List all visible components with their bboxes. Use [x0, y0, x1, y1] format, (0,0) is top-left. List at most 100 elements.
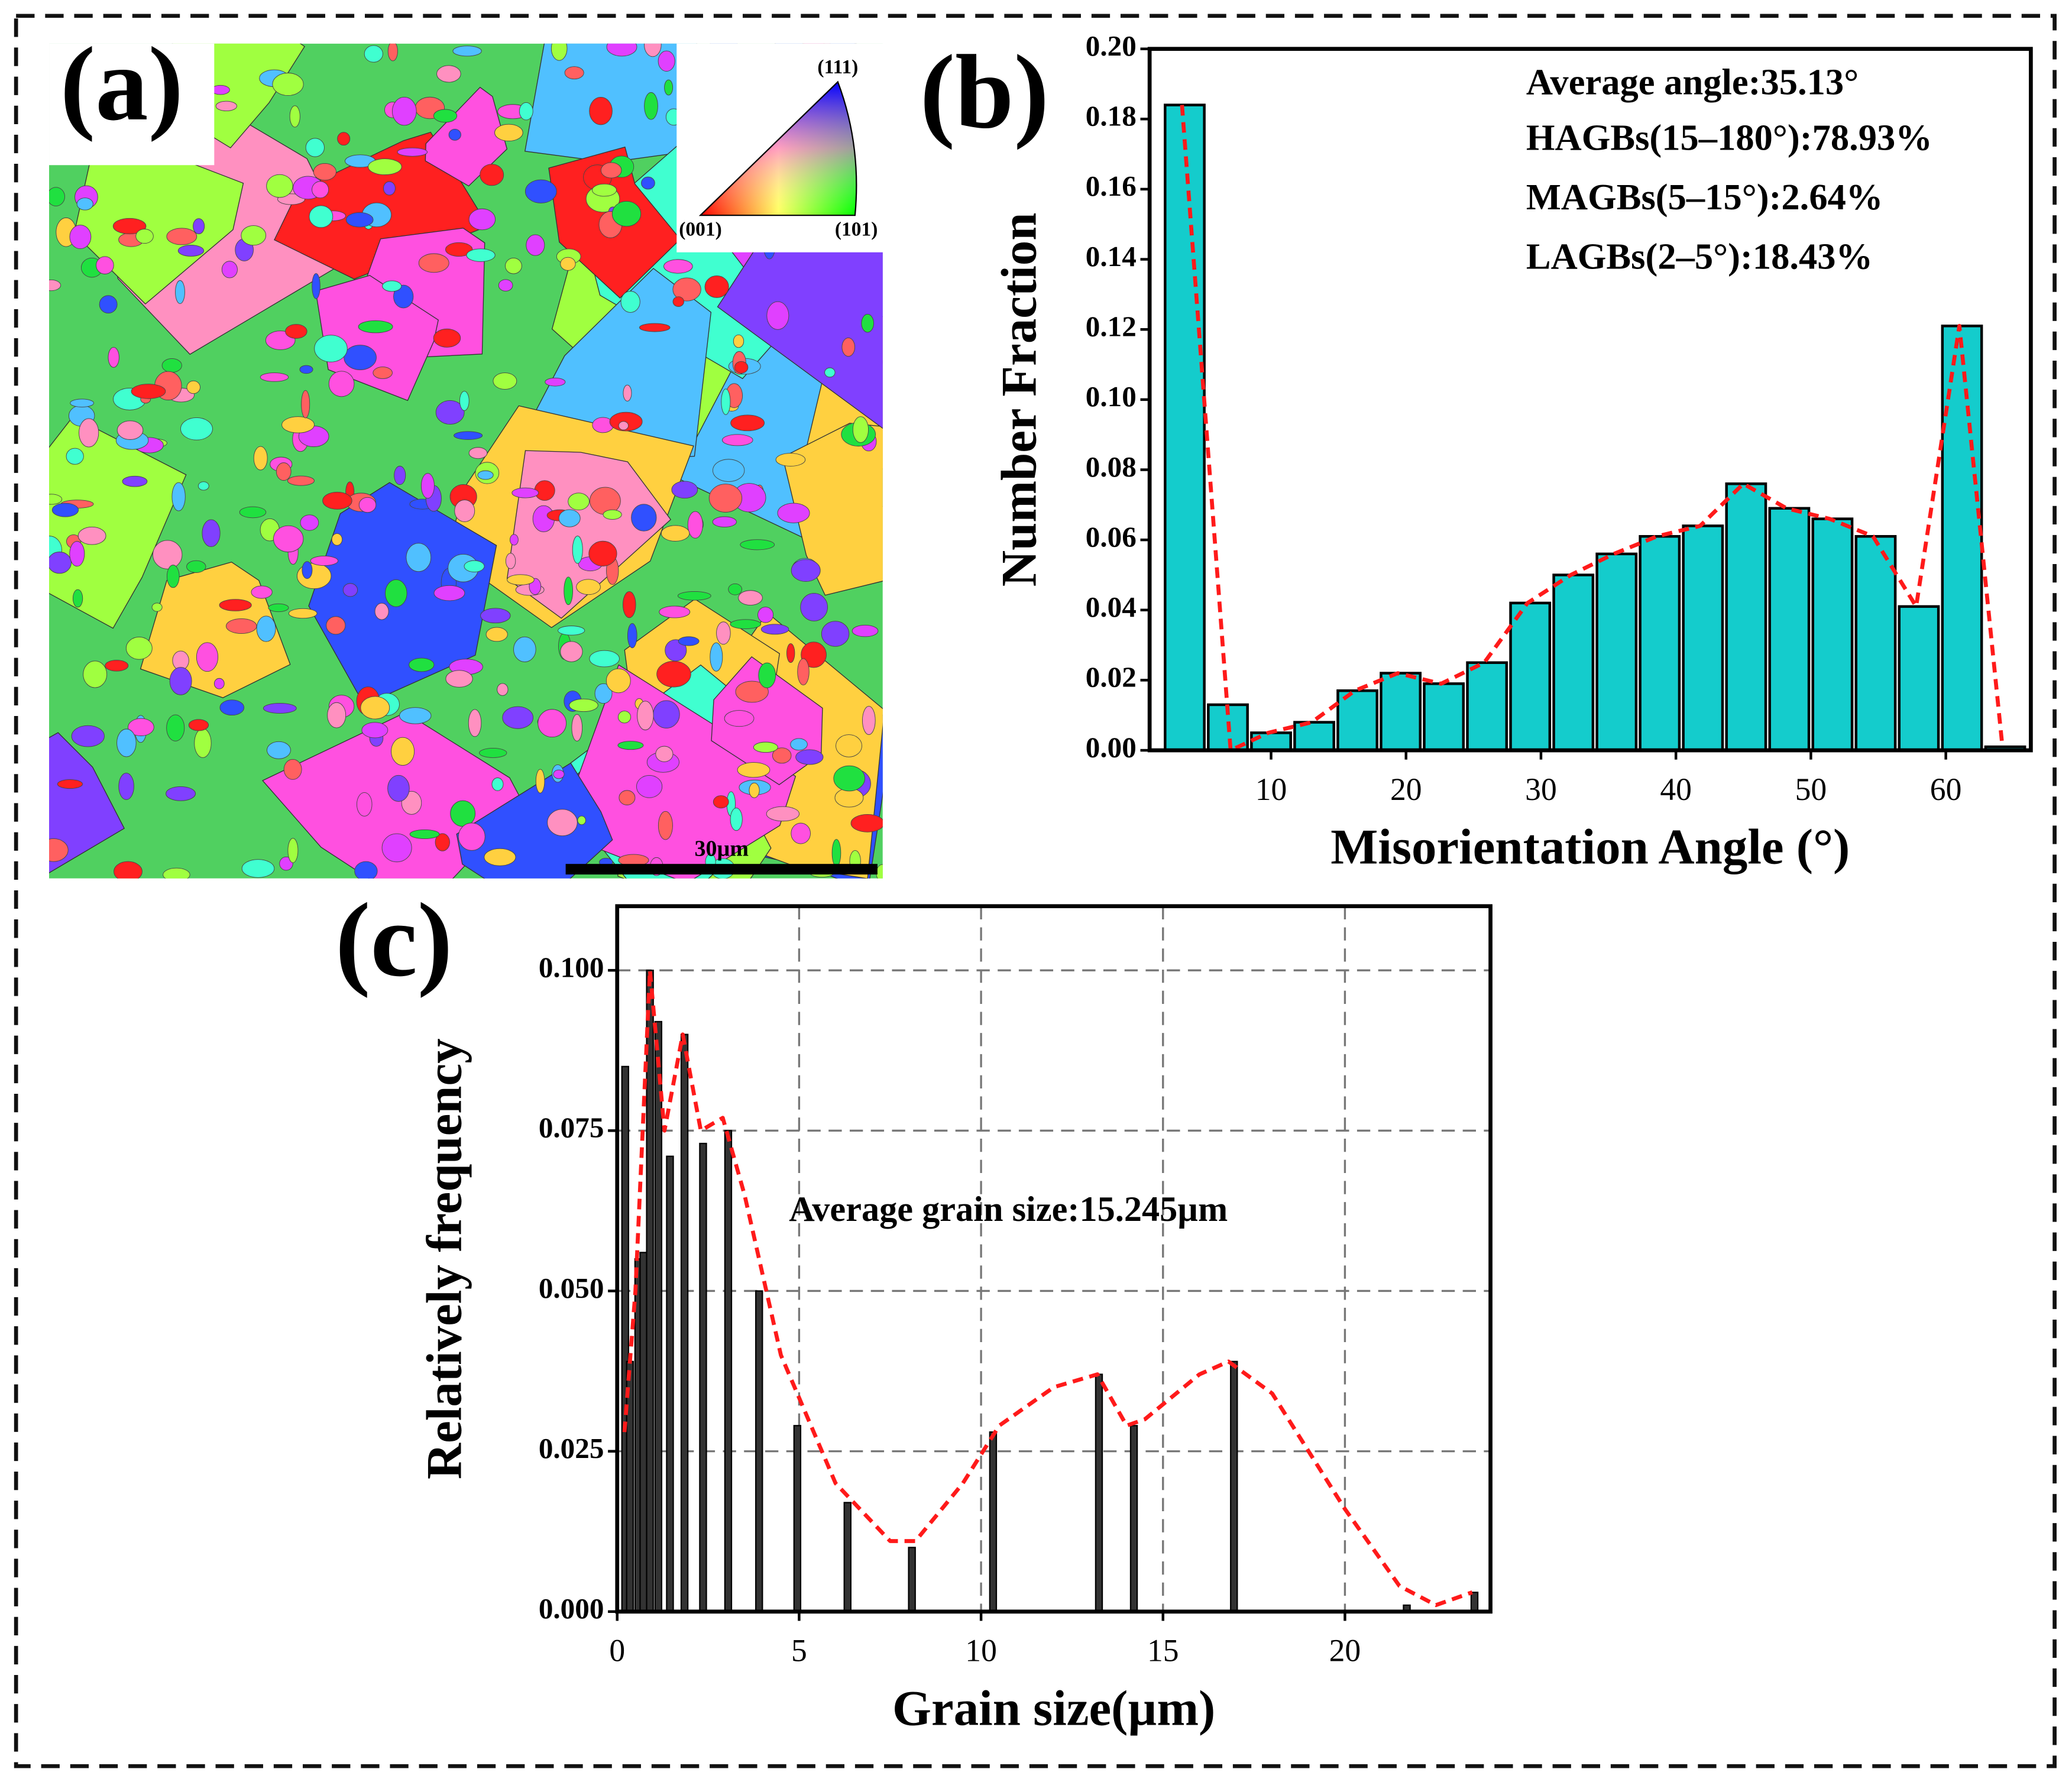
small-grain — [491, 777, 504, 791]
small-grain — [445, 242, 473, 257]
small-grain — [777, 503, 810, 523]
y-tick-label: 0.075 — [539, 1112, 604, 1144]
small-grain — [644, 43, 662, 57]
small-grain — [494, 124, 523, 141]
small-grain — [397, 147, 428, 157]
small-grain — [322, 491, 352, 510]
small-grain — [572, 536, 583, 564]
small-grain — [547, 809, 578, 837]
y-tick-label: 0.025 — [539, 1432, 604, 1465]
small-grain — [733, 334, 744, 348]
small-grain — [409, 829, 440, 840]
bar — [1595, 552, 1638, 752]
panel-label: (a) — [60, 25, 183, 142]
small-grain — [564, 576, 574, 605]
small-grain — [433, 109, 458, 123]
small-grain — [841, 337, 856, 357]
y-tick-label: 0.10 — [1086, 380, 1137, 413]
small-grain — [287, 475, 315, 486]
y-axis-label: Number Fraction — [991, 213, 1047, 587]
small-grain — [312, 181, 329, 199]
small-grain — [301, 390, 310, 419]
small-grain — [309, 205, 334, 228]
small-grain — [239, 506, 267, 519]
small-grain — [485, 627, 508, 642]
small-grain — [99, 295, 118, 314]
small-grain — [215, 101, 237, 112]
y-tick-label: 0.050 — [539, 1272, 604, 1304]
small-grain — [256, 615, 276, 642]
small-grain — [545, 377, 566, 387]
small-grain — [737, 762, 770, 778]
small-grain — [713, 459, 745, 482]
small-grain — [454, 431, 483, 440]
small-grain — [177, 245, 205, 257]
small-grain — [241, 859, 275, 878]
small-grain — [171, 482, 186, 511]
small-grain — [49, 187, 65, 206]
small-grain — [790, 738, 808, 751]
small-grain — [740, 539, 775, 550]
small-grain — [406, 543, 432, 572]
small-grain — [202, 519, 221, 547]
small-grain — [480, 164, 504, 186]
small-grain — [606, 43, 637, 57]
bar — [1466, 661, 1508, 752]
small-grain — [305, 138, 325, 157]
bar — [1380, 672, 1422, 752]
small-grain — [163, 867, 190, 879]
small-grain — [418, 253, 449, 273]
small-grain — [775, 453, 806, 466]
small-grain — [241, 225, 267, 246]
grain — [49, 732, 125, 874]
small-grain — [600, 162, 622, 179]
x-tick-label: 10 — [1255, 772, 1287, 807]
y-tick-label: 0.12 — [1086, 310, 1137, 343]
small-grain — [391, 737, 415, 766]
small-grain — [263, 702, 297, 714]
small-grain — [253, 446, 268, 471]
annotation: HAGBs(15–180°):78.93% — [1526, 116, 1932, 158]
bar — [1423, 682, 1465, 752]
small-grain — [791, 822, 811, 844]
small-grain — [49, 552, 72, 574]
small-grain — [653, 700, 680, 729]
small-grain — [558, 509, 581, 527]
small-grain — [511, 487, 539, 498]
small-grain — [436, 65, 461, 83]
small-grain — [480, 608, 511, 624]
y-tick-label: 0.06 — [1086, 520, 1137, 553]
small-grain — [166, 714, 185, 741]
small-grain — [313, 163, 336, 181]
small-grain — [639, 323, 671, 332]
small-grain — [393, 284, 414, 309]
small-grain — [49, 494, 63, 505]
small-grain — [326, 616, 346, 635]
small-grain — [663, 259, 693, 274]
bar — [1725, 482, 1767, 752]
bar — [793, 1425, 802, 1612]
small-grain — [114, 861, 143, 879]
small-grain — [382, 280, 402, 292]
small-grain — [387, 43, 398, 61]
grain — [49, 416, 187, 629]
small-grain — [116, 728, 137, 757]
grain — [425, 86, 508, 187]
small-grain — [505, 553, 516, 569]
small-grain — [617, 711, 632, 724]
small-grain — [76, 197, 93, 210]
small-grain — [468, 208, 496, 231]
small-grain — [49, 279, 61, 291]
bar — [639, 1252, 648, 1612]
small-grain — [342, 583, 358, 597]
y-tick-label: 0.20 — [1086, 30, 1137, 62]
panel-label: (c) — [335, 882, 452, 999]
small-grain — [285, 324, 307, 339]
small-grain — [69, 225, 92, 250]
small-grain — [196, 642, 219, 672]
small-grain — [51, 503, 79, 517]
small-grain — [445, 670, 473, 688]
small-grain — [722, 434, 753, 446]
